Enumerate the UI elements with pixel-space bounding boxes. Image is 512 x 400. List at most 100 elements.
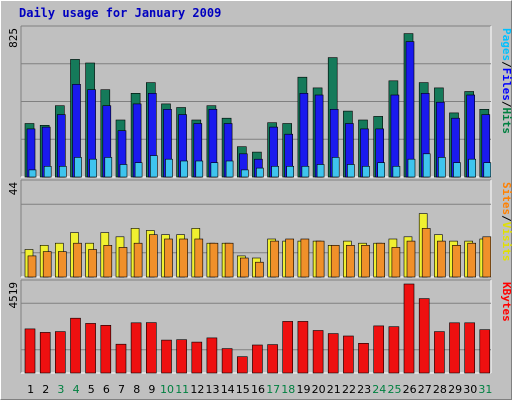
bar-pages-day-30 xyxy=(468,158,477,178)
bar-sites-day-3 xyxy=(57,251,67,278)
x-tick-label: 7 xyxy=(118,383,125,396)
bar-pages-day-22 xyxy=(347,164,355,178)
bar-pages-day-4 xyxy=(74,157,82,178)
bar-kbytes-day-13 xyxy=(206,337,218,374)
bar-sites-day-9 xyxy=(149,234,158,278)
bar-pages-day-25 xyxy=(392,166,401,178)
bar-pages-day-15 xyxy=(241,169,249,178)
bar-sites-day-16 xyxy=(255,261,264,278)
legend-item-hits: Hits xyxy=(500,108,512,135)
x-tick-label: 4 xyxy=(73,383,80,396)
x-tick-label: 6 xyxy=(103,383,110,396)
bar-kbytes-day-2 xyxy=(39,332,51,374)
bar-sites-day-13 xyxy=(209,242,219,278)
x-tick-label: 14 xyxy=(221,383,235,396)
bar-sites-day-26 xyxy=(406,240,416,278)
x-tick-label: 10 xyxy=(160,383,174,396)
axis-max-label: 825 xyxy=(7,28,20,48)
bar-kbytes-day-9 xyxy=(146,322,157,374)
x-tick-label: 13 xyxy=(206,383,220,396)
bar-sites-day-12 xyxy=(194,238,204,278)
bar-sites-day-23 xyxy=(361,245,370,278)
bar-sites-day-27 xyxy=(421,228,431,278)
x-tick-label: 18 xyxy=(281,383,295,396)
x-tick-label: 22 xyxy=(342,383,356,396)
legend-item-files: Files xyxy=(500,68,512,101)
bar-kbytes-day-1 xyxy=(24,328,36,374)
bar-pages-day-27 xyxy=(422,153,431,178)
bar-kbytes-day-15 xyxy=(237,356,248,374)
bar-sites-day-19 xyxy=(300,238,310,278)
bar-sites-day-10 xyxy=(164,238,173,278)
x-tick-label: 12 xyxy=(190,383,204,396)
bar-kbytes-day-19 xyxy=(297,321,309,374)
bar-sites-day-22 xyxy=(346,245,355,278)
bar-kbytes-day-22 xyxy=(343,335,354,374)
bar-pages-day-10 xyxy=(165,158,173,178)
bar-sites-day-5 xyxy=(88,249,97,278)
bar-pages-day-24 xyxy=(377,162,386,178)
bar-sites-day-28 xyxy=(437,240,446,278)
legend-text: KBytes xyxy=(500,282,512,322)
bar-sites-day-20 xyxy=(315,240,325,278)
bar-pages-day-26 xyxy=(407,158,416,178)
x-tick-label: 5 xyxy=(88,383,95,396)
x-tick-label: 9 xyxy=(148,383,155,396)
bar-pages-day-29 xyxy=(453,162,461,178)
x-tick-label: 2 xyxy=(42,383,49,396)
bar-pages-day-14 xyxy=(225,160,234,178)
legend-text: Pages/Files/Hits xyxy=(500,28,512,134)
bar-kbytes-day-18 xyxy=(282,321,294,374)
bar-sites-day-25 xyxy=(391,247,401,278)
legend-item-kbytes: KBytes xyxy=(500,282,512,322)
bar-sites-day-15 xyxy=(240,257,249,278)
bar-sites-day-24 xyxy=(376,242,386,278)
bar-kbytes-day-23 xyxy=(358,342,369,374)
bar-kbytes-day-31 xyxy=(479,329,491,374)
x-tick-label: 8 xyxy=(133,383,140,396)
bar-sites-day-7 xyxy=(118,247,128,278)
bar-sites-day-29 xyxy=(452,245,461,278)
legend-item-sites: Sites xyxy=(500,182,512,215)
x-tick-label: 3 xyxy=(57,383,64,396)
bar-pages-day-9 xyxy=(150,155,158,178)
axis-max-label: 44 xyxy=(7,182,20,196)
bar-pages-day-13 xyxy=(210,162,219,178)
x-tick-label: 29 xyxy=(448,383,462,396)
bar-pages-day-1 xyxy=(28,169,37,178)
bar-pages-day-2 xyxy=(43,166,52,178)
bar-pages-day-7 xyxy=(119,164,128,178)
legend-item-visits: Visits xyxy=(500,222,512,262)
x-tick-label: 26 xyxy=(403,383,417,396)
bar-pages-day-6 xyxy=(104,157,113,178)
bar-pages-day-20 xyxy=(316,164,325,178)
x-tick-label: 11 xyxy=(175,383,189,396)
axis-max-label: 4519 xyxy=(7,282,20,309)
bar-pages-day-19 xyxy=(301,166,310,178)
legend-text: Sites/Visits xyxy=(500,182,512,262)
bar-kbytes-day-26 xyxy=(403,283,415,374)
bar-sites-day-17 xyxy=(270,240,279,278)
x-tick-label: 19 xyxy=(297,383,311,396)
bar-pages-day-8 xyxy=(134,162,143,178)
bar-sites-day-18 xyxy=(285,238,295,278)
bar-kbytes-day-25 xyxy=(388,326,400,374)
bar-kbytes-day-28 xyxy=(434,331,445,374)
bar-sites-day-21 xyxy=(330,245,340,278)
bar-sites-day-1 xyxy=(27,255,37,278)
bar-sites-day-2 xyxy=(42,251,52,278)
x-tick-label: 27 xyxy=(418,383,432,396)
x-tick-label: 28 xyxy=(433,383,447,396)
bar-sites-day-14 xyxy=(224,242,234,278)
bar-sites-day-11 xyxy=(179,238,188,278)
bar-kbytes-day-10 xyxy=(161,339,172,374)
bar-files-day-19 xyxy=(299,93,309,178)
bar-pages-day-11 xyxy=(180,160,188,178)
bar-kbytes-day-30 xyxy=(464,322,476,374)
bar-kbytes-day-6 xyxy=(100,324,112,374)
bar-kbytes-day-12 xyxy=(191,341,203,374)
bar-files-day-26 xyxy=(405,41,415,178)
bar-kbytes-day-8 xyxy=(130,322,142,374)
bar-kbytes-day-4 xyxy=(70,317,81,374)
